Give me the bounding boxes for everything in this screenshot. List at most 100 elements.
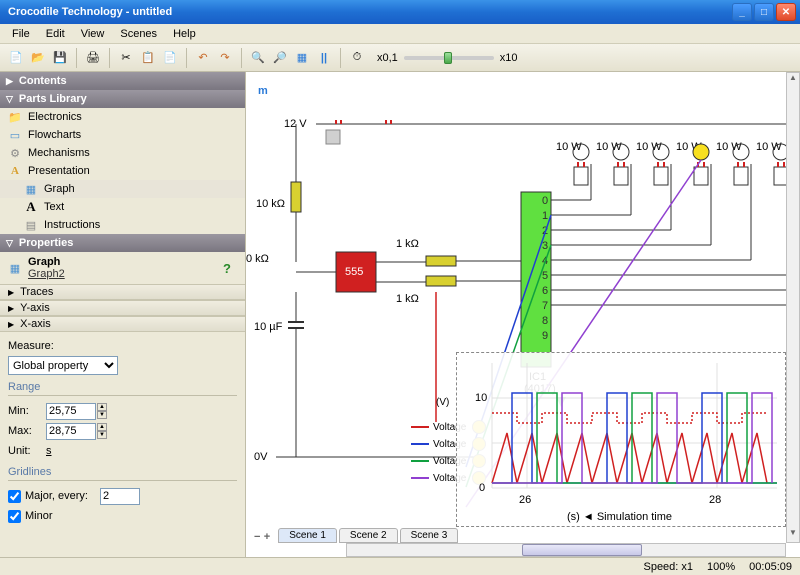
open-button[interactable]: 📂 [28, 48, 48, 68]
axis-y[interactable]: ▶Y-axis [0, 300, 245, 316]
menu-edit[interactable]: Edit [38, 26, 73, 42]
horizontal-scrollbar[interactable] [346, 543, 786, 557]
minor-check[interactable] [8, 510, 21, 523]
axis-traces[interactable]: ▶Traces [0, 284, 245, 300]
speed-min-label: x0,1 [377, 52, 398, 64]
scene-tab-2[interactable]: Scene 2 [339, 528, 398, 543]
cut-button[interactable]: ✂ [116, 48, 136, 68]
tree-graph[interactable]: ▦Graph [0, 180, 245, 198]
title-text: Crocodile Technology - untitled [4, 6, 732, 18]
max-label: Max: [8, 425, 46, 437]
label-r2: 0 kΩ [246, 253, 269, 265]
svg-text:28: 28 [709, 494, 721, 506]
vertical-scrollbar[interactable]: ▲ ▼ [786, 72, 800, 543]
svg-text:10 W: 10 W [636, 141, 662, 153]
svg-text:26: 26 [519, 494, 531, 506]
tree-flowcharts[interactable]: ▭Flowcharts [0, 126, 245, 144]
svg-text:0: 0 [479, 482, 485, 494]
gridlines-label: Gridlines [8, 466, 237, 478]
svg-text:10 W: 10 W [596, 141, 622, 153]
tree-mechanisms[interactable]: ⚙Mechanisms [0, 144, 245, 162]
undo-button[interactable]: ↶ [193, 48, 213, 68]
prop-graph-row[interactable]: ▦ Graph Graph2 ? [0, 252, 245, 284]
minimize-button[interactable]: _ [732, 3, 752, 21]
svg-text:10 W: 10 W [756, 141, 782, 153]
menu-view[interactable]: View [73, 26, 113, 42]
copy-button[interactable]: 📋 [138, 48, 158, 68]
scene-tabs: − + Scene 1 Scene 2 Scene 3 [254, 528, 458, 543]
min-down[interactable]: ▼ [97, 411, 107, 419]
svg-text:8: 8 [542, 315, 548, 327]
close-button[interactable]: ✕ [776, 3, 796, 21]
zoom-out-button[interactable]: 🔎 [270, 48, 290, 68]
svg-text:3: 3 [542, 240, 548, 252]
help-icon[interactable]: ? [223, 261, 231, 276]
prop-graph-link[interactable]: Graph2 [28, 268, 65, 280]
label-555: 555 [345, 266, 363, 278]
major-label: Major, every: [25, 490, 88, 502]
zoom-in-button[interactable]: 🔍 [248, 48, 268, 68]
svg-text:0: 0 [542, 195, 548, 207]
logo-text: m [258, 85, 268, 97]
chart-xlabel: (s) ◄ Simulation time [567, 511, 672, 523]
measure-select[interactable]: Global property [8, 356, 118, 375]
scene-tab-1[interactable]: Scene 1 [278, 528, 337, 543]
min-label: Min: [8, 405, 46, 417]
redo-button[interactable]: ↷ [215, 48, 235, 68]
menu-file[interactable]: File [4, 26, 38, 42]
zoom-fit-button[interactable]: ▦ [292, 48, 312, 68]
zoom-plus[interactable]: + [264, 531, 270, 543]
label-cap: 10 µF [254, 321, 283, 333]
paste-button[interactable]: 📄 [160, 48, 180, 68]
max-input[interactable] [46, 423, 96, 440]
unit-label: Unit: [8, 445, 46, 457]
stopwatch-icon[interactable]: ⏱ [347, 48, 367, 68]
parts-library-header[interactable]: ▽Parts Library [0, 90, 245, 108]
svg-text:10: 10 [475, 392, 487, 404]
tree-presentation[interactable]: APresentation [0, 162, 245, 180]
svg-text:10 W: 10 W [716, 141, 742, 153]
unit-value: s [46, 445, 52, 457]
scene-tab-3[interactable]: Scene 3 [400, 528, 459, 543]
statusbar: Speed: x1 100% 00:05:09 [0, 557, 800, 575]
status-zoom: 100% [707, 561, 735, 573]
titlebar: Crocodile Technology - untitled _ □ ✕ [0, 0, 800, 24]
maximize-button[interactable]: □ [754, 3, 774, 21]
graph-panel[interactable]: 10 0 26 28 (s) ◄ Simulation time [456, 352, 786, 527]
contents-header[interactable]: ▶Contents [0, 72, 245, 90]
major-check[interactable] [8, 490, 21, 503]
axis-x[interactable]: ▶X-axis [0, 316, 245, 332]
properties-header[interactable]: ▽Properties [0, 234, 245, 252]
save-button[interactable]: 💾 [50, 48, 70, 68]
status-speed: Speed: x1 [643, 561, 693, 573]
print-button[interactable]: 🖨 [83, 48, 103, 68]
zoom-minus[interactable]: − [254, 531, 260, 543]
minor-label: Minor [25, 510, 53, 522]
max-down[interactable]: ▼ [97, 431, 107, 439]
label-r4: 1 kΩ [396, 293, 419, 305]
min-input[interactable] [46, 403, 96, 420]
new-button[interactable]: 📄 [6, 48, 26, 68]
toolbar: 📄 📂 💾 🖨 ✂ 📋 📄 ↶ ↷ 🔍 🔎 ▦ || ⏱ x0,1 x10 [0, 44, 800, 72]
menu-scenes[interactable]: Scenes [112, 26, 165, 42]
svg-text:7: 7 [542, 300, 548, 312]
label-0v: 0V [254, 451, 268, 463]
label-r3: 1 kΩ [396, 238, 419, 250]
measure-label: Measure: [8, 340, 237, 352]
canvas[interactable]: m 12 V 10 kΩ 0 kΩ 555 [245, 72, 800, 557]
max-up[interactable]: ▲ [97, 423, 107, 431]
status-time: 00:05:09 [749, 561, 792, 573]
menu-help[interactable]: Help [165, 26, 204, 42]
speed-max-label: x10 [500, 52, 518, 64]
label-r1: 10 kΩ [256, 198, 285, 210]
pause-button[interactable]: || [314, 48, 334, 68]
min-up[interactable]: ▲ [97, 403, 107, 411]
tree-instructions[interactable]: ▤Instructions [0, 216, 245, 234]
major-input[interactable] [100, 488, 140, 505]
svg-text:5: 5 [542, 270, 548, 282]
tree-text[interactable]: AText [0, 198, 245, 216]
speed-slider[interactable] [404, 56, 494, 60]
svg-text:6: 6 [542, 285, 548, 297]
menubar: File Edit View Scenes Help [0, 24, 800, 44]
tree-electronics[interactable]: 📁Electronics [0, 108, 245, 126]
